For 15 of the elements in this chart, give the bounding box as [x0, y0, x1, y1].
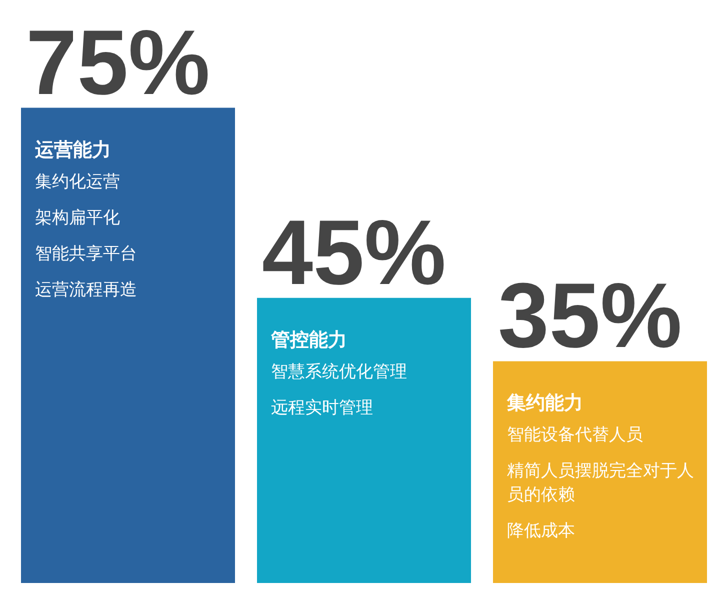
data-label: 45%: [262, 202, 446, 304]
annotation: 精简人员摆脱完全对于人员的依赖: [507, 460, 695, 508]
x-tick-label: 运营能力: [35, 138, 112, 163]
annotation: 智慧系统优化管理: [271, 360, 408, 384]
x-tick-label: 集约能力: [507, 391, 584, 416]
x-tick-label: 管控能力: [271, 328, 348, 353]
annotation: 架构扁平化: [35, 206, 121, 230]
annotation: 降低成本: [507, 520, 576, 544]
annotation: 集约化运营: [35, 170, 121, 194]
annotation: 运营流程再造: [35, 278, 138, 302]
annotation: 智能设备代替人员: [507, 424, 644, 448]
annotation: 智能共享平台: [35, 242, 138, 266]
annotation: 远程实时管理: [271, 396, 374, 420]
data-label: 35%: [498, 265, 682, 368]
data-label: 75%: [26, 12, 210, 114]
